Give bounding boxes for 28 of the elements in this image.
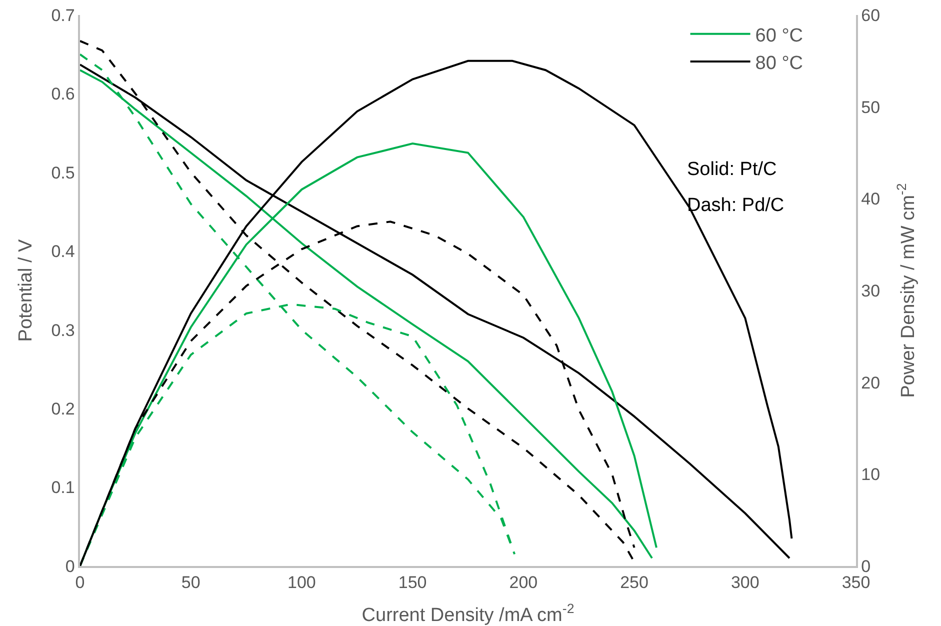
x-tick-label: 250 <box>620 573 648 592</box>
legend-label: 60 °C <box>755 25 804 46</box>
y2-tick-label: 30 <box>861 281 880 300</box>
y-tick-label: 0 <box>65 556 75 576</box>
annotation: Solid: Pt/C <box>687 159 777 180</box>
y-tick-label: 0.3 <box>51 320 75 340</box>
y-tick-label: 0.4 <box>51 242 75 262</box>
x-tick-label: 50 <box>181 573 200 592</box>
x-tick-label: 100 <box>288 573 316 592</box>
y-tick-label: 0.2 <box>51 400 75 419</box>
x-tick-label: 200 <box>509 573 538 592</box>
legend-label: 80 °C <box>755 52 804 74</box>
y-tick-label: 0.5 <box>51 163 75 182</box>
x-tick-label: 150 <box>398 573 427 592</box>
y2-tick-label: 60 <box>861 6 880 25</box>
y2-tick-label: 40 <box>861 190 880 209</box>
x-tick-label: 300 <box>730 573 760 592</box>
y2-tick-label: 0 <box>861 556 871 576</box>
y-tick-label: 0.6 <box>51 84 75 104</box>
y2-tick-label: 50 <box>861 98 880 117</box>
y-tick-label: 0.1 <box>51 478 75 498</box>
x-tick-label: 350 <box>842 573 870 592</box>
y2-tick-label: 10 <box>861 465 880 484</box>
annotation: Dash: Pd/C <box>687 195 784 216</box>
x-axis-title: Current Density /mA cm$^{-2}$ <box>362 601 574 626</box>
y2-tick-label: 20 <box>861 373 880 392</box>
y-axis-title: Potential / V <box>16 238 36 342</box>
y-tick-label: 0.7 <box>51 6 75 25</box>
